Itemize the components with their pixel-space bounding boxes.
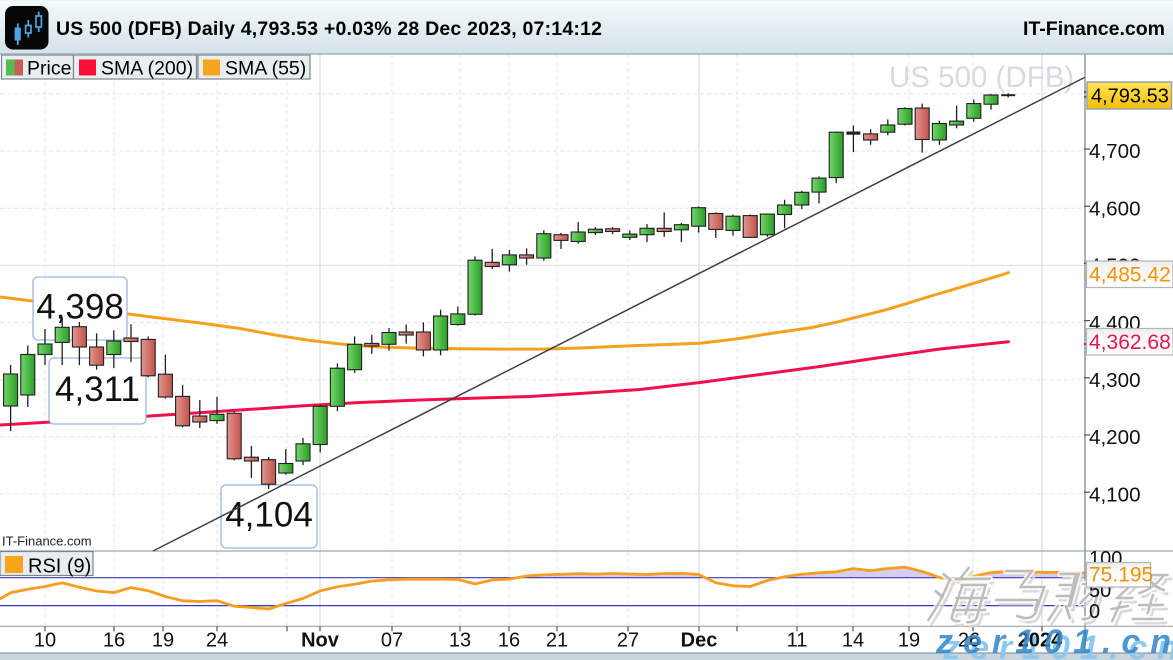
svg-text:19: 19 [898, 630, 920, 652]
svg-text:US 500 (DFB): US 500 (DFB) [889, 61, 1074, 94]
svg-text:Price: Price [27, 58, 71, 80]
svg-text:4,300: 4,300 [1089, 369, 1141, 392]
svg-text:4,104: 4,104 [225, 496, 313, 535]
svg-text:4,200: 4,200 [1089, 426, 1141, 449]
svg-text:4,362.68: 4,362.68 [1089, 331, 1171, 354]
svg-text:4,600: 4,600 [1089, 197, 1141, 220]
svg-text:4,700: 4,700 [1089, 140, 1141, 163]
svg-text:0: 0 [1089, 601, 1100, 623]
svg-text:21: 21 [546, 630, 568, 652]
svg-text:2024: 2024 [1018, 630, 1063, 652]
svg-text:07: 07 [381, 630, 403, 652]
svg-text:Dec: Dec [681, 630, 718, 652]
svg-text:4,398: 4,398 [36, 288, 124, 327]
svg-text:US 500 (DFB) Daily 4,793.53 +0: US 500 (DFB) Daily 4,793.53 +0.03% 28 De… [56, 18, 602, 40]
svg-text:24: 24 [206, 630, 228, 652]
svg-text:SMA (200): SMA (200) [101, 58, 193, 80]
svg-text:zer101.cn: zer101.cn [935, 623, 1173, 660]
svg-text:4,311: 4,311 [55, 370, 140, 409]
svg-text:13: 13 [449, 630, 471, 652]
svg-text:19: 19 [152, 630, 174, 652]
svg-text:11: 11 [787, 630, 808, 652]
svg-text:IT-Finance.com: IT-Finance.com [2, 534, 92, 549]
svg-text:75.195: 75.195 [1089, 564, 1153, 587]
svg-text:4,793.53: 4,793.53 [1091, 86, 1169, 108]
svg-text:SMA (55): SMA (55) [225, 58, 306, 80]
svg-text:4,485.42: 4,485.42 [1089, 264, 1171, 287]
svg-text:16: 16 [103, 630, 125, 652]
svg-text:zer101.cn: zer101.cn [942, 629, 1173, 660]
svg-text:26: 26 [958, 630, 980, 652]
svg-text:14: 14 [842, 630, 864, 652]
svg-text:10: 10 [34, 630, 56, 652]
svg-text:16: 16 [498, 630, 520, 652]
svg-text:27: 27 [617, 630, 639, 652]
svg-text:RSI (9): RSI (9) [28, 556, 91, 578]
svg-text:IT-Finance.com: IT-Finance.com [1023, 18, 1165, 40]
svg-text:4,100: 4,100 [1089, 483, 1141, 506]
svg-text:Nov: Nov [301, 630, 340, 652]
